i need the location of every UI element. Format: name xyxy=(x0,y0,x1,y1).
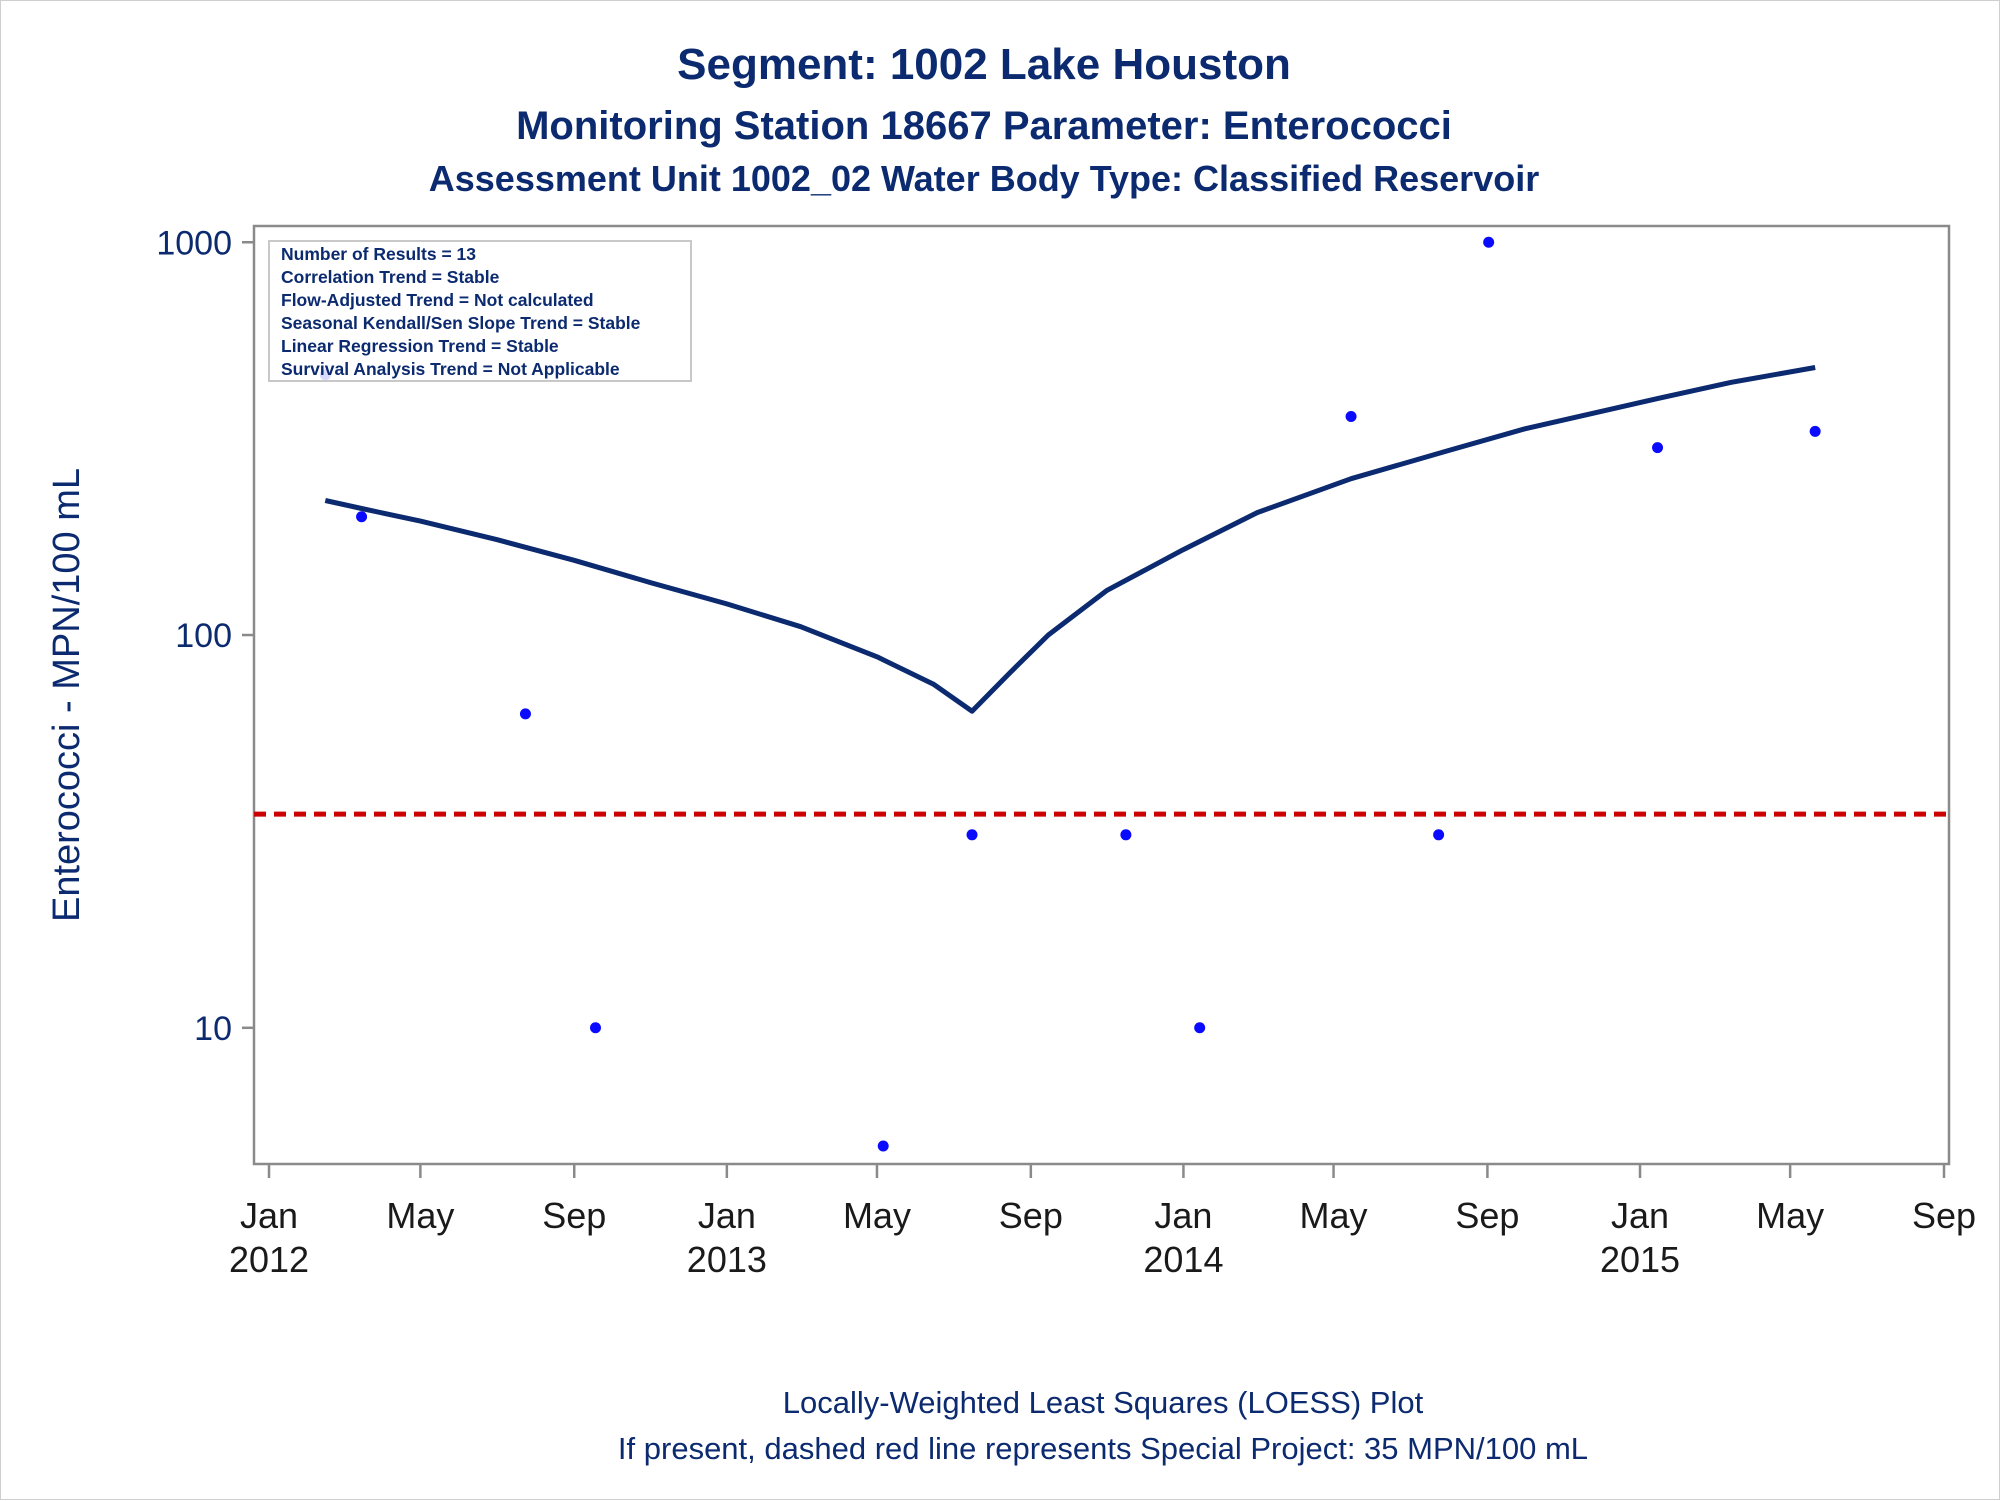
footnote-loess: Locally-Weighted Least Squares (LOESS) P… xyxy=(783,1385,1424,1420)
data-point xyxy=(590,1022,602,1034)
x-tick-label: May xyxy=(1300,1195,1368,1236)
data-point xyxy=(1194,1022,1206,1034)
data-point xyxy=(519,708,531,720)
data-point xyxy=(1483,236,1495,248)
chart-subtitle-1: Monitoring Station 18667 Parameter: Ente… xyxy=(516,104,1452,148)
chart-title: Segment: 1002 Lake Houston xyxy=(677,40,1291,89)
x-tick-label: May xyxy=(843,1195,911,1236)
y-tick-label: 10 xyxy=(194,1010,232,1048)
data-point xyxy=(356,511,368,523)
footnote-reference: If present, dashed red line represents S… xyxy=(618,1431,1588,1466)
x-tick-year-label: 2013 xyxy=(687,1239,767,1280)
plot-area xyxy=(252,224,1951,1166)
y-axis-label: Enterococci - MPN/100 mL xyxy=(46,468,88,922)
data-point xyxy=(1345,411,1357,423)
loess-curve xyxy=(324,365,1816,714)
x-tick-label: Sep xyxy=(1455,1195,1519,1236)
stats-line-correlation: Correlation Trend = Stable xyxy=(281,267,500,287)
data-point xyxy=(966,829,978,841)
stats-inset: Number of Results = 13 Correlation Trend… xyxy=(268,240,692,382)
x-tick-label: Jan xyxy=(698,1195,756,1236)
x-tick-label: Sep xyxy=(999,1195,1063,1236)
y-tick-label: 100 xyxy=(175,617,232,655)
data-point xyxy=(1652,442,1664,454)
x-tick-year-label: 2012 xyxy=(229,1239,309,1280)
x-tick-label: Jan xyxy=(1154,1195,1212,1236)
stats-line-seasonal-kendall: Seasonal Kendall/Sen Slope Trend = Stabl… xyxy=(281,313,641,333)
x-tick-label: Sep xyxy=(542,1195,606,1236)
stats-line-linear-regression: Linear Regression Trend = Stable xyxy=(281,336,559,356)
loess-group xyxy=(324,365,1816,714)
data-point xyxy=(1809,425,1821,437)
x-tick-year-label: 2015 xyxy=(1600,1239,1680,1280)
data-point xyxy=(1433,829,1445,841)
data-point xyxy=(1120,829,1132,841)
stats-line-results: Number of Results = 13 xyxy=(281,244,476,264)
x-tick-label: Jan xyxy=(240,1195,298,1236)
stats-line-survival: Survival Analysis Trend = Not Applicable xyxy=(281,359,620,379)
x-tick-label: Jan xyxy=(1611,1195,1669,1236)
x-tick-label: May xyxy=(1756,1195,1824,1236)
x-tick-label: May xyxy=(386,1195,454,1236)
x-tick-label: Sep xyxy=(1912,1195,1976,1236)
data-point xyxy=(877,1140,889,1152)
chart-subtitle-2: Assessment Unit 1002_02 Water Body Type:… xyxy=(429,158,1539,199)
stats-line-flow-adjusted: Flow-Adjusted Trend = Not calculated xyxy=(281,290,594,310)
stats-inset-box xyxy=(268,240,692,382)
x-tick-year-label: 2014 xyxy=(1143,1239,1223,1280)
y-axis: 10 100 1000 xyxy=(156,224,254,1048)
y-tick-label: 1000 xyxy=(156,224,232,262)
